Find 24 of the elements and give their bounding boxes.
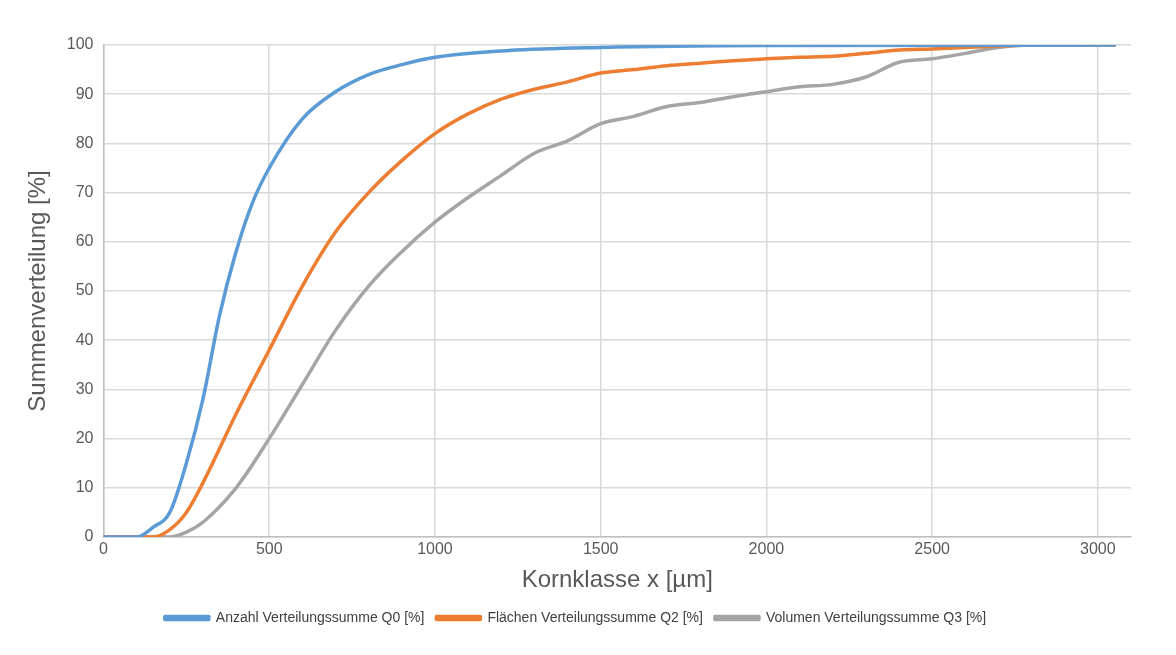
y-tick-label: 80 (75, 133, 94, 151)
y-tick-label: 70 (75, 183, 94, 201)
y-tick-label: 50 (75, 281, 94, 299)
y-tick-label: 10 (75, 478, 94, 496)
x-tick-label: 3000 (1080, 540, 1116, 558)
x-axis-title: Kornklasse x [µm] (521, 565, 713, 593)
x-tick-label: 0 (99, 540, 109, 558)
x-tick-label: 2500 (914, 540, 951, 558)
legend-label: Volumen Verteilungssumme Q3 [%] (765, 608, 987, 625)
y-tick-label: 30 (75, 379, 94, 397)
legend-label: Anzahl Verteilungssumme Q0 [%] (215, 608, 425, 625)
y-tick-label: 40 (75, 330, 94, 348)
legend-label: Flächen Verteilungssumme Q2 [%] (487, 608, 703, 625)
x-tick-label: 2000 (748, 540, 785, 558)
y-tick-label: 0 (84, 527, 94, 545)
y-tick-label: 20 (75, 429, 94, 447)
y-axis-title: Summenverteilung [%] (23, 170, 51, 412)
line-series (103, 45, 1117, 537)
y-tick-label: 100 (66, 35, 94, 53)
x-tick-label: 500 (255, 540, 283, 558)
y-tick-label: 60 (75, 232, 94, 250)
x-tick-label: 1500 (582, 540, 619, 558)
y-tick-label: 90 (75, 84, 94, 102)
x-tick-label: 1000 (417, 540, 453, 558)
